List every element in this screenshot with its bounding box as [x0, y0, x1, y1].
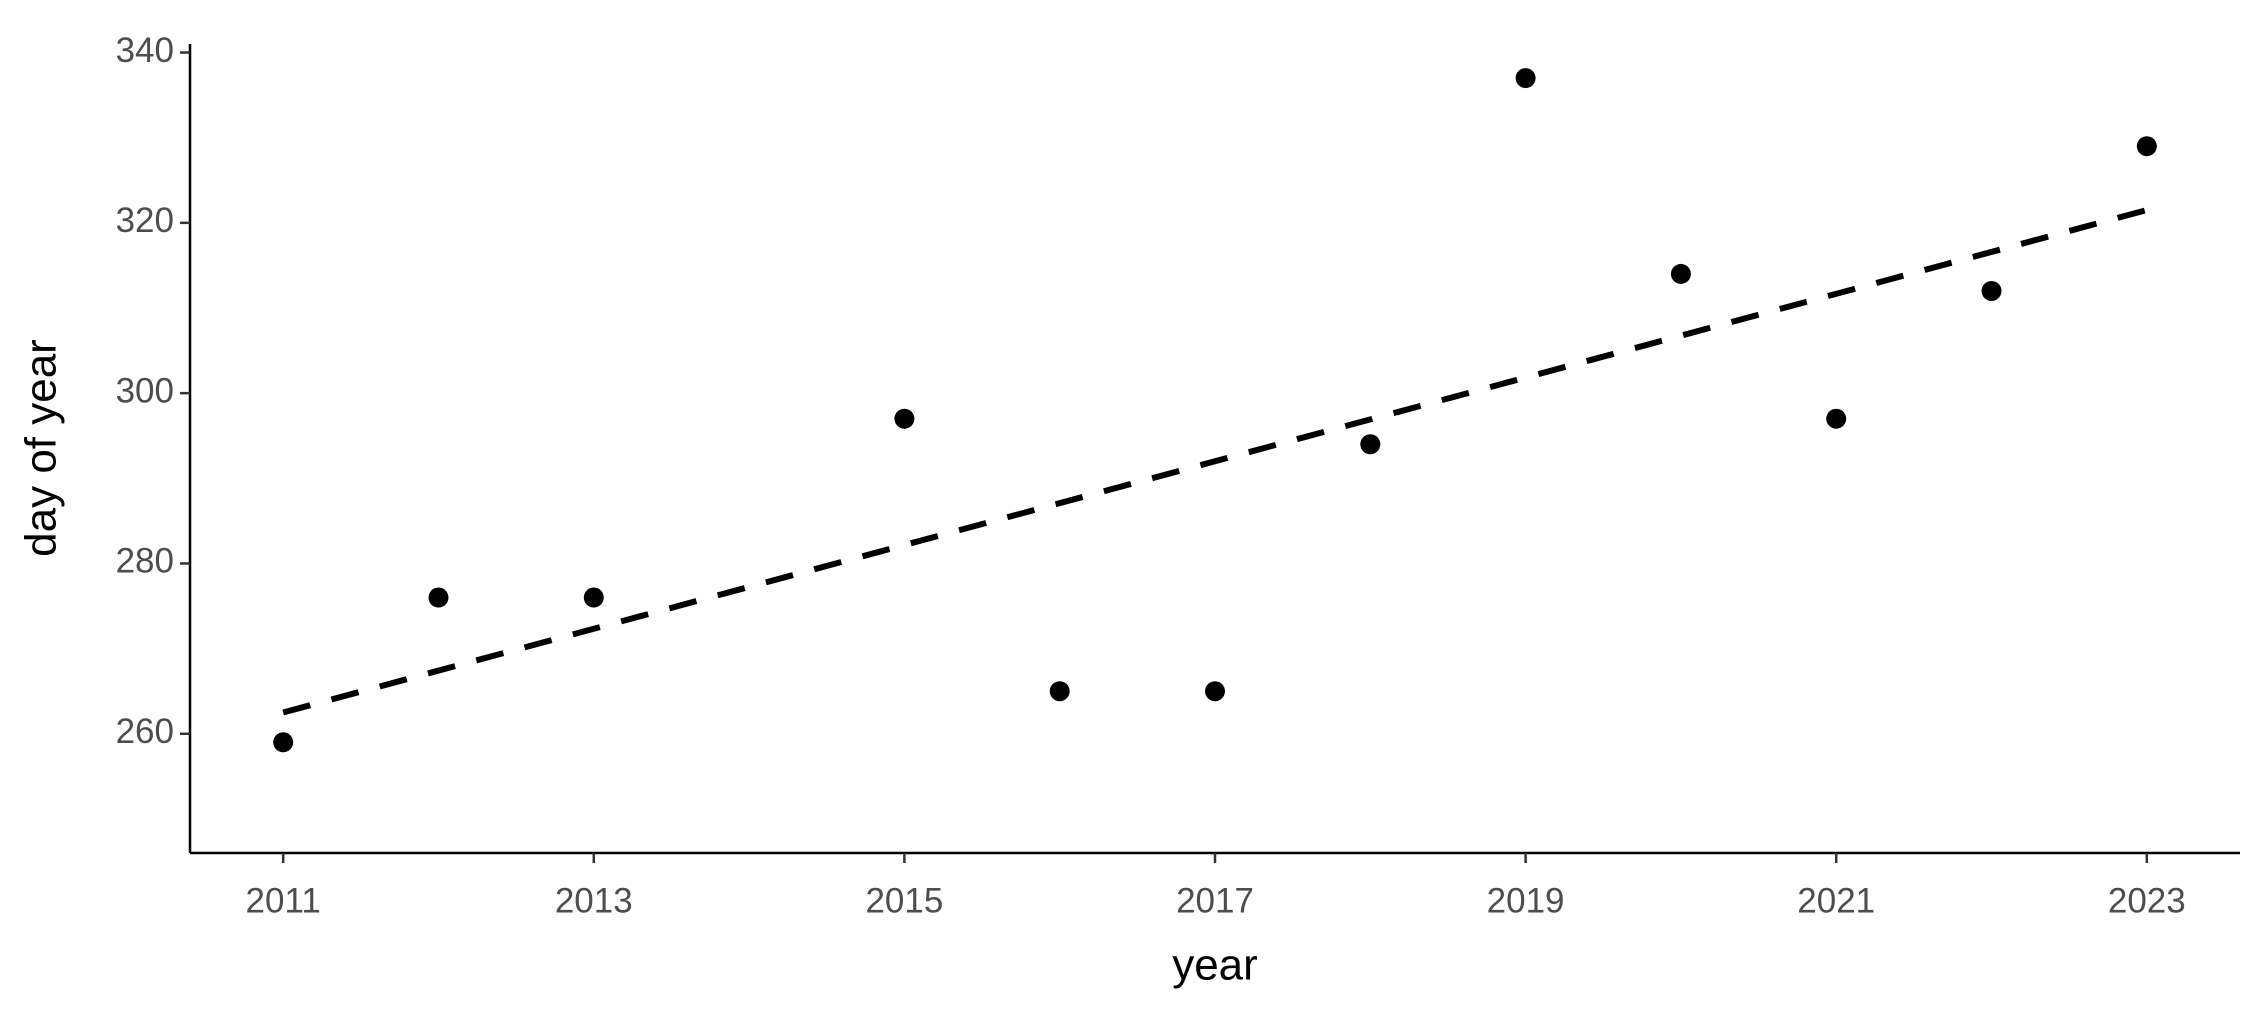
point: [1360, 434, 1381, 455]
y-tick-label: 280: [116, 542, 174, 581]
y-axis-title: day of year: [17, 339, 66, 557]
point: [1826, 408, 1847, 429]
y-tick-label: 320: [116, 201, 174, 240]
x-tick-label: 2021: [1797, 881, 1875, 920]
x-tick-label: 2015: [865, 881, 943, 920]
point: [1981, 280, 2002, 301]
point: [1670, 263, 1691, 284]
y-tick-label: 340: [116, 31, 174, 70]
y-tick-label: 260: [116, 712, 174, 751]
trend-line: [282, 207, 2148, 716]
point: [428, 587, 449, 608]
x-axis-title: year: [1172, 941, 1258, 990]
point: [583, 587, 604, 608]
point: [1515, 68, 1536, 89]
x-tick-label: 2017: [1176, 881, 1254, 920]
x-tick-label: 2023: [2108, 881, 2186, 920]
x-tick-label: 2019: [1487, 881, 1565, 920]
point: [2136, 136, 2157, 157]
point: [1049, 681, 1070, 702]
point: [894, 408, 915, 429]
x-tick-label: 2013: [555, 881, 633, 920]
point: [273, 732, 294, 753]
y-tick-label: 300: [116, 371, 174, 410]
x-tick-label: 2011: [246, 881, 321, 920]
point: [1205, 681, 1225, 702]
